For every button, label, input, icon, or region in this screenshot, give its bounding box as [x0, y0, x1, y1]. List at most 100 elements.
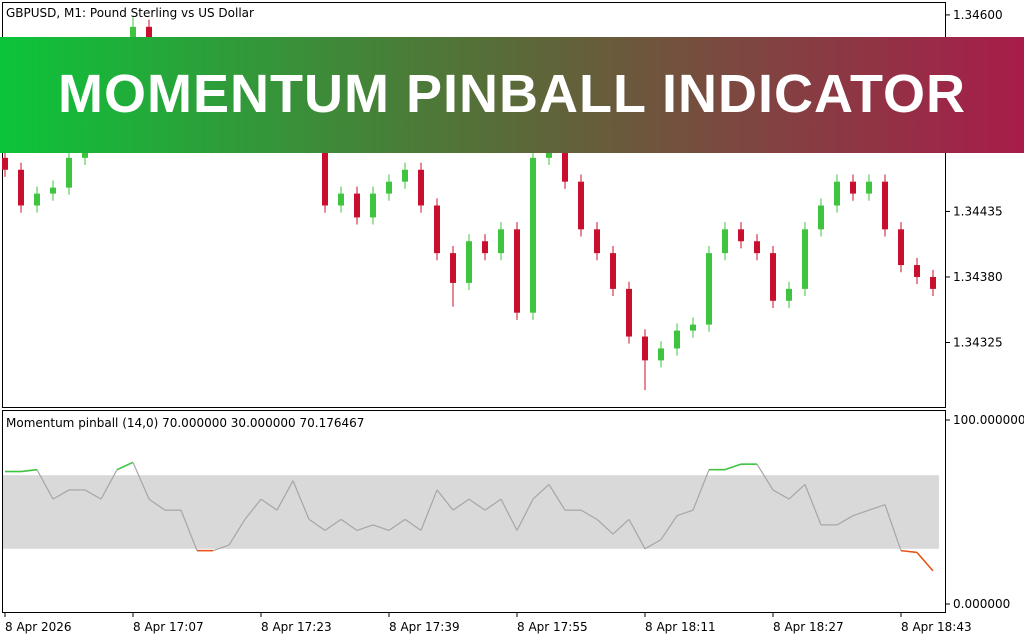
momentum-segment	[180, 509, 198, 551]
candle-body	[610, 253, 616, 289]
price-panel	[2, 2, 946, 408]
candle-body	[34, 193, 40, 206]
momentum-segment	[436, 489, 454, 511]
indicator-title: Momentum pinball (14,0) 70.000000 30.000…	[6, 416, 364, 430]
momentum-segment	[772, 489, 790, 500]
candle-body	[466, 241, 472, 283]
y-tick-label: 0.000000	[953, 597, 1010, 611]
candle-body	[754, 241, 760, 254]
momentum-segment	[36, 469, 54, 500]
momentum-segment	[276, 480, 294, 511]
candle-body	[738, 229, 744, 242]
momentum-segment	[756, 463, 774, 491]
candle-body	[50, 187, 56, 194]
momentum-segment	[836, 515, 854, 526]
x-tick-label: 8 Apr 18:43	[901, 620, 972, 634]
candle-body	[914, 265, 920, 277]
momentum-segment	[852, 509, 870, 517]
momentum-segment	[148, 498, 166, 511]
candle-body	[402, 169, 408, 182]
x-tick-label: 8 Apr 2026	[5, 620, 72, 634]
candle-body	[786, 288, 792, 301]
candle-body	[562, 145, 568, 182]
y-tick-label: 100.000000	[953, 413, 1024, 427]
symbol-title: GBPUSD, M1: Pound Sterling vs US Dollar	[6, 6, 254, 20]
momentum-segment	[804, 484, 822, 526]
indicator-panel	[2, 410, 946, 613]
candle-body	[354, 193, 360, 218]
momentum-segment	[324, 518, 342, 531]
candle-body	[482, 241, 488, 254]
momentum-segment	[628, 519, 646, 550]
momentum-segment	[500, 498, 518, 531]
banner	[0, 37, 1024, 153]
candle-body	[770, 253, 776, 301]
momentum-segment	[20, 468, 38, 473]
momentum-segment	[372, 524, 390, 531]
x-tick-label: 8 Apr 17:23	[261, 620, 332, 634]
y-tick-label: 1.34380	[953, 270, 1003, 284]
y-tick-label: 1.34325	[953, 335, 1003, 349]
candle-body	[898, 229, 904, 266]
y-tick-label: 1.34435	[953, 204, 1003, 218]
momentum-segment	[724, 463, 742, 471]
momentum-segment	[404, 518, 422, 531]
momentum-segment	[660, 515, 678, 540]
momentum-segment	[644, 539, 662, 550]
momentum-segment	[788, 483, 806, 500]
momentum-segment	[580, 509, 598, 520]
momentum-segment	[612, 518, 630, 535]
momentum-segment	[484, 498, 502, 511]
candle-body	[66, 157, 72, 188]
banner-title: MOMENTUM PINBALL INDICATOR	[58, 64, 966, 124]
candle-body	[578, 181, 584, 230]
candle-body	[722, 229, 728, 254]
candle-body	[2, 157, 8, 170]
momentum-segment	[100, 469, 118, 500]
candle-body	[386, 181, 392, 194]
momentum-segment	[548, 484, 566, 511]
x-tick-label: 8 Apr 17:07	[133, 620, 204, 634]
candle-body	[802, 229, 808, 289]
momentum-segment	[308, 518, 326, 531]
candle-body	[866, 181, 872, 194]
momentum-segment	[532, 483, 550, 500]
x-tick-label: 8 Apr 18:27	[773, 620, 844, 634]
momentum-segment	[212, 544, 230, 552]
momentum-segment	[84, 489, 102, 500]
candle-body	[658, 348, 664, 361]
momentum-segment	[676, 509, 694, 517]
candle-body	[626, 288, 632, 337]
momentum-segment	[356, 524, 374, 531]
candle-body	[882, 181, 888, 230]
candle-body	[530, 157, 536, 313]
candle-body	[818, 205, 824, 230]
candle-body	[434, 205, 440, 254]
momentum-segment	[916, 551, 934, 572]
candle-body	[674, 330, 680, 349]
candle-body	[498, 229, 504, 254]
momentum-segment	[868, 504, 886, 511]
level-band	[3, 475, 939, 549]
candle-body	[418, 169, 424, 206]
y-tick-label: 1.34600	[953, 8, 1003, 22]
momentum-segment	[596, 518, 614, 535]
momentum-segment	[116, 461, 134, 471]
momentum-segment	[244, 498, 262, 520]
momentum-segment	[420, 489, 438, 531]
momentum-segment	[452, 498, 470, 511]
momentum-segment	[468, 498, 486, 511]
candle-body	[514, 229, 520, 313]
momentum-segment	[292, 480, 310, 520]
momentum-segment	[388, 518, 406, 531]
momentum-segment	[516, 498, 534, 531]
candle-body	[690, 324, 696, 331]
candle-body	[338, 193, 344, 206]
candle-body	[642, 336, 648, 361]
momentum-segment	[260, 498, 278, 511]
candle-body	[370, 193, 376, 218]
candle-body	[322, 145, 328, 206]
candle-body	[834, 181, 840, 206]
